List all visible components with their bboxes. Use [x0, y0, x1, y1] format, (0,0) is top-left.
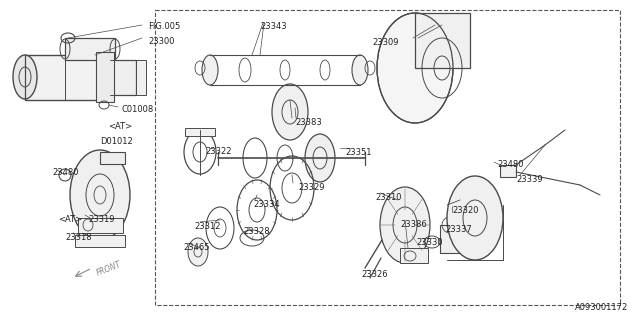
Bar	[400, 248, 428, 263]
Text: 23320: 23320	[452, 206, 479, 215]
Bar	[185, 128, 215, 136]
Text: 23465: 23465	[183, 243, 209, 252]
Bar	[440, 225, 460, 253]
Text: 23343: 23343	[260, 22, 287, 31]
Ellipse shape	[377, 13, 453, 123]
Bar	[100, 152, 125, 164]
Text: <AT>: <AT>	[58, 215, 82, 224]
Bar	[155, 10, 620, 305]
Text: 23328: 23328	[243, 227, 269, 236]
Ellipse shape	[202, 55, 218, 85]
Text: <AT>: <AT>	[108, 122, 132, 131]
Text: 23339: 23339	[516, 175, 543, 184]
Bar	[75, 235, 125, 247]
Bar	[78, 218, 123, 233]
Text: 23310: 23310	[375, 193, 401, 202]
Bar	[96, 52, 114, 102]
Text: 23326: 23326	[361, 270, 388, 279]
Bar	[65, 38, 115, 60]
Bar	[136, 60, 146, 95]
Bar	[500, 165, 516, 177]
Ellipse shape	[272, 84, 308, 140]
Text: 23337: 23337	[445, 225, 472, 234]
Text: 23300: 23300	[148, 37, 175, 46]
Bar	[155, 10, 620, 305]
Ellipse shape	[70, 150, 130, 240]
Text: 23386: 23386	[400, 220, 427, 229]
Text: 23334: 23334	[253, 200, 280, 209]
Text: 23351: 23351	[345, 148, 371, 157]
Text: 23319: 23319	[88, 215, 115, 224]
Text: 23322: 23322	[205, 147, 232, 156]
Text: 23330: 23330	[416, 238, 443, 247]
Text: D01012: D01012	[100, 137, 132, 146]
Ellipse shape	[13, 55, 37, 99]
Ellipse shape	[447, 176, 503, 260]
Text: 23329: 23329	[298, 183, 324, 192]
Ellipse shape	[380, 187, 430, 263]
Text: FRONT: FRONT	[95, 260, 122, 278]
Bar	[415, 13, 470, 68]
Text: 23480: 23480	[52, 168, 79, 177]
Ellipse shape	[352, 55, 368, 85]
Text: 23318: 23318	[65, 233, 92, 242]
Text: C01008: C01008	[122, 105, 154, 114]
Text: 23312: 23312	[194, 222, 221, 231]
Ellipse shape	[188, 238, 208, 266]
Ellipse shape	[305, 134, 335, 182]
Text: A093001172: A093001172	[575, 303, 628, 312]
Text: FIG.005: FIG.005	[148, 22, 180, 31]
Text: 23480: 23480	[497, 160, 524, 169]
Text: 23383: 23383	[295, 118, 322, 127]
Text: 23309: 23309	[372, 38, 399, 47]
Bar	[108, 60, 136, 95]
Polygon shape	[25, 55, 110, 100]
